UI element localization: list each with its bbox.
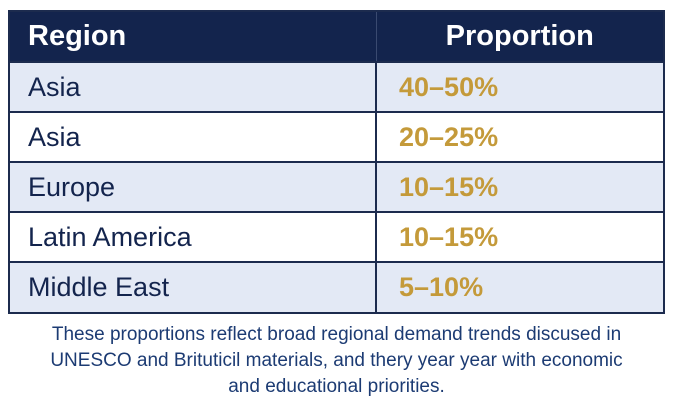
regional-proportion-table: Region Proportion Asia 40–50% Asia 20–25… bbox=[10, 12, 663, 312]
proportion-table: Region Proportion Asia 40–50% Asia 20–25… bbox=[8, 10, 665, 314]
cell-region: Middle East bbox=[10, 261, 377, 312]
table-row: Asia 40–50% bbox=[10, 61, 663, 112]
table-row: Europe 10–15% bbox=[10, 161, 663, 212]
table-caption: These proportions reflect broad regional… bbox=[0, 322, 673, 400]
cell-region: Europe bbox=[10, 161, 377, 212]
table-row: Middle East 5–10% bbox=[10, 261, 663, 312]
cell-region: Asia bbox=[10, 111, 377, 162]
header-row: Region Proportion bbox=[10, 12, 663, 62]
header-proportion: Proportion bbox=[445, 20, 594, 52]
table-row: Asia 20–25% bbox=[10, 111, 663, 162]
caption-line-1: These proportions reflect broad regional… bbox=[51, 324, 622, 345]
caption-line-2: UNESCO and Brituticil materials, and the… bbox=[50, 350, 623, 371]
cell-proportion: 5–10% bbox=[376, 261, 663, 312]
caption-line-3: and educational priorities. bbox=[228, 376, 445, 397]
cell-region: Asia bbox=[10, 61, 377, 112]
table-body: Asia 40–50% Asia 20–25% Europe 10–15% La… bbox=[10, 61, 663, 312]
table-header: Region Proportion bbox=[10, 12, 663, 62]
cell-proportion: 10–15% bbox=[376, 211, 663, 262]
cell-proportion: 40–50% bbox=[376, 61, 663, 112]
header-region: Region bbox=[10, 12, 377, 62]
cell-region: Latin America bbox=[10, 211, 377, 262]
cell-proportion: 10–15% bbox=[376, 161, 663, 212]
cell-proportion: 20–25% bbox=[376, 111, 663, 162]
table-row: Latin America 10–15% bbox=[10, 211, 663, 262]
